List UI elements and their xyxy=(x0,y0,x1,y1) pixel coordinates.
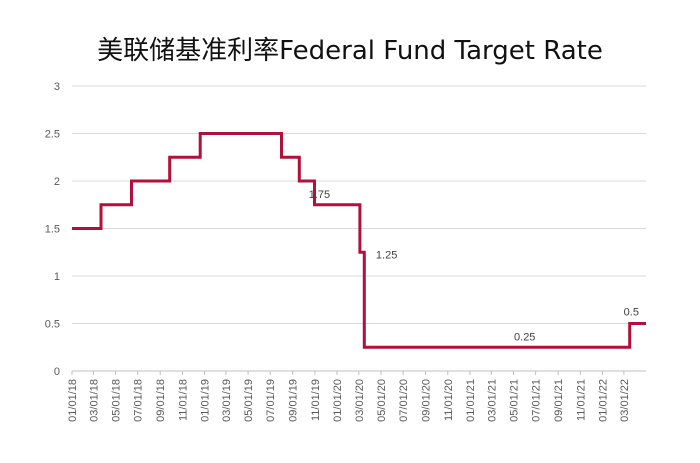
x-tick-label: 09/01/21 xyxy=(553,379,565,422)
x-tick-label: 07/01/20 xyxy=(398,379,410,422)
y-tick-label: 0.5 xyxy=(45,319,60,331)
x-tick-label: 11/01/20 xyxy=(443,379,455,421)
x-tick-label: 01/01/22 xyxy=(597,379,609,422)
y-tick-label: 2.5 xyxy=(45,129,60,141)
x-tick-label: 07/01/21 xyxy=(531,379,543,422)
x-tick-label: 03/01/22 xyxy=(619,379,631,422)
x-tick-label: 05/01/20 xyxy=(376,379,388,422)
x-tick-label: 03/01/21 xyxy=(486,379,498,422)
x-tick-label: 09/01/19 xyxy=(288,379,300,422)
x-tick-label: 11/01/19 xyxy=(310,379,322,421)
x-tick-label: 11/01/21 xyxy=(575,379,587,421)
x-tick-label: 03/01/20 xyxy=(354,379,366,422)
data-label: 1.25 xyxy=(376,249,397,261)
data-label: 1.75 xyxy=(309,189,330,201)
rate-series-line xyxy=(72,132,646,349)
data-label: 0.5 xyxy=(624,307,639,319)
y-tick-label: 2 xyxy=(54,176,60,188)
x-tick-label: 09/01/18 xyxy=(155,379,167,422)
x-tick-label: 03/01/18 xyxy=(88,379,100,422)
x-tick-label: 07/01/18 xyxy=(133,379,145,422)
x-tick-label: 07/01/19 xyxy=(265,379,277,422)
chart-title: 美联储基准利率Federal Fund Target Rate xyxy=(97,36,603,66)
x-tick-label: 09/01/20 xyxy=(421,379,433,422)
x-tick-label: 03/01/19 xyxy=(221,379,233,422)
x-tick-label: 01/01/19 xyxy=(200,379,212,422)
y-tick-label: 0 xyxy=(54,366,60,378)
x-tick-label: 01/01/18 xyxy=(67,379,79,422)
y-tick-label: 3 xyxy=(54,81,60,93)
x-tick-label: 01/01/20 xyxy=(332,379,344,422)
x-tick-label: 05/01/19 xyxy=(243,379,255,422)
data-label: 0.25 xyxy=(514,331,535,343)
x-tick-label: 05/01/18 xyxy=(111,379,123,422)
y-tick-label: 1 xyxy=(54,271,60,283)
y-tick-label: 1.5 xyxy=(45,224,60,236)
x-tick-label: 11/01/18 xyxy=(177,379,189,421)
x-tick-label: 05/01/21 xyxy=(508,379,520,422)
x-tick-label: 01/01/21 xyxy=(465,379,477,422)
